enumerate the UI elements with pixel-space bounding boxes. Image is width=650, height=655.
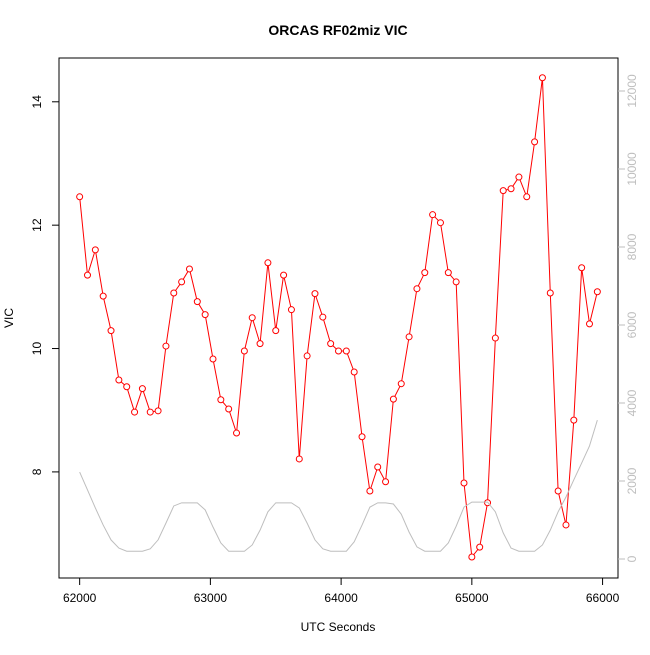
x-tick-label: 64000 [324,591,358,605]
point [444,269,452,277]
point [335,347,342,355]
point [248,314,256,322]
point [123,383,131,391]
point [538,74,546,82]
point [170,289,178,297]
point [185,265,193,273]
point [201,311,209,319]
point [295,455,303,463]
point [523,193,531,201]
point [209,355,217,363]
point [131,408,139,416]
point [421,269,429,277]
point [256,340,264,348]
point [468,553,476,561]
point [342,347,350,355]
point [178,278,186,286]
point [311,290,319,298]
y-axis-label: VIC [2,308,16,328]
y2-tick-label: 2000 [625,467,639,494]
y2-tick-label: 4000 [625,389,639,416]
point [397,380,405,388]
series-line [79,420,598,552]
x-tick-label: 66000 [586,591,620,605]
chart-title: ORCAS RF02miz VIC [268,22,407,38]
x-tick-label: 65000 [455,591,489,605]
point [413,285,421,293]
y2-tick-label: 8000 [625,233,639,260]
point [76,193,84,201]
y-tick-label: 12 [30,218,44,232]
point [460,479,468,487]
x-tick-label: 62000 [63,591,97,605]
point [436,219,444,227]
point [146,408,154,416]
point [593,288,601,296]
point [217,396,225,404]
point [554,487,562,495]
point [382,478,390,486]
point [358,433,366,441]
y2-tick-label: 10000 [625,152,639,186]
point [115,376,123,384]
point [374,463,382,471]
point [272,327,280,335]
point [107,327,115,335]
point [476,543,484,551]
point [280,271,288,279]
point [405,333,413,341]
point [91,246,99,254]
point [327,340,335,348]
point [240,347,248,355]
series-line [79,77,598,559]
point [83,271,91,279]
y-tick-label: 8 [30,468,44,475]
point [303,352,311,360]
point [193,298,201,306]
point [162,342,170,350]
y-tick-label: 10 [30,342,44,356]
point [515,173,523,181]
point [507,185,515,193]
point [429,211,437,219]
point [452,278,460,286]
y-tick-label: 14 [30,95,44,109]
point [586,320,594,328]
point [225,405,233,413]
y2-tick-label: 0 [625,555,639,562]
point [264,259,272,267]
point [287,306,295,314]
x-tick-label: 63000 [194,591,228,605]
point [389,395,397,403]
point [154,407,162,415]
x-axis-label: UTC Seconds [301,620,376,634]
point [578,264,586,272]
point [546,289,554,297]
point [350,368,358,376]
point [366,487,374,495]
point [319,313,327,321]
point [531,138,539,146]
y2-tick-label: 12000 [625,74,639,108]
point [499,187,507,195]
plot-box [58,57,619,579]
point [99,292,107,300]
y2-tick-label: 6000 [625,311,639,338]
point [138,385,146,393]
point [562,521,570,529]
point [570,416,578,424]
point [491,334,499,342]
point [233,429,241,437]
